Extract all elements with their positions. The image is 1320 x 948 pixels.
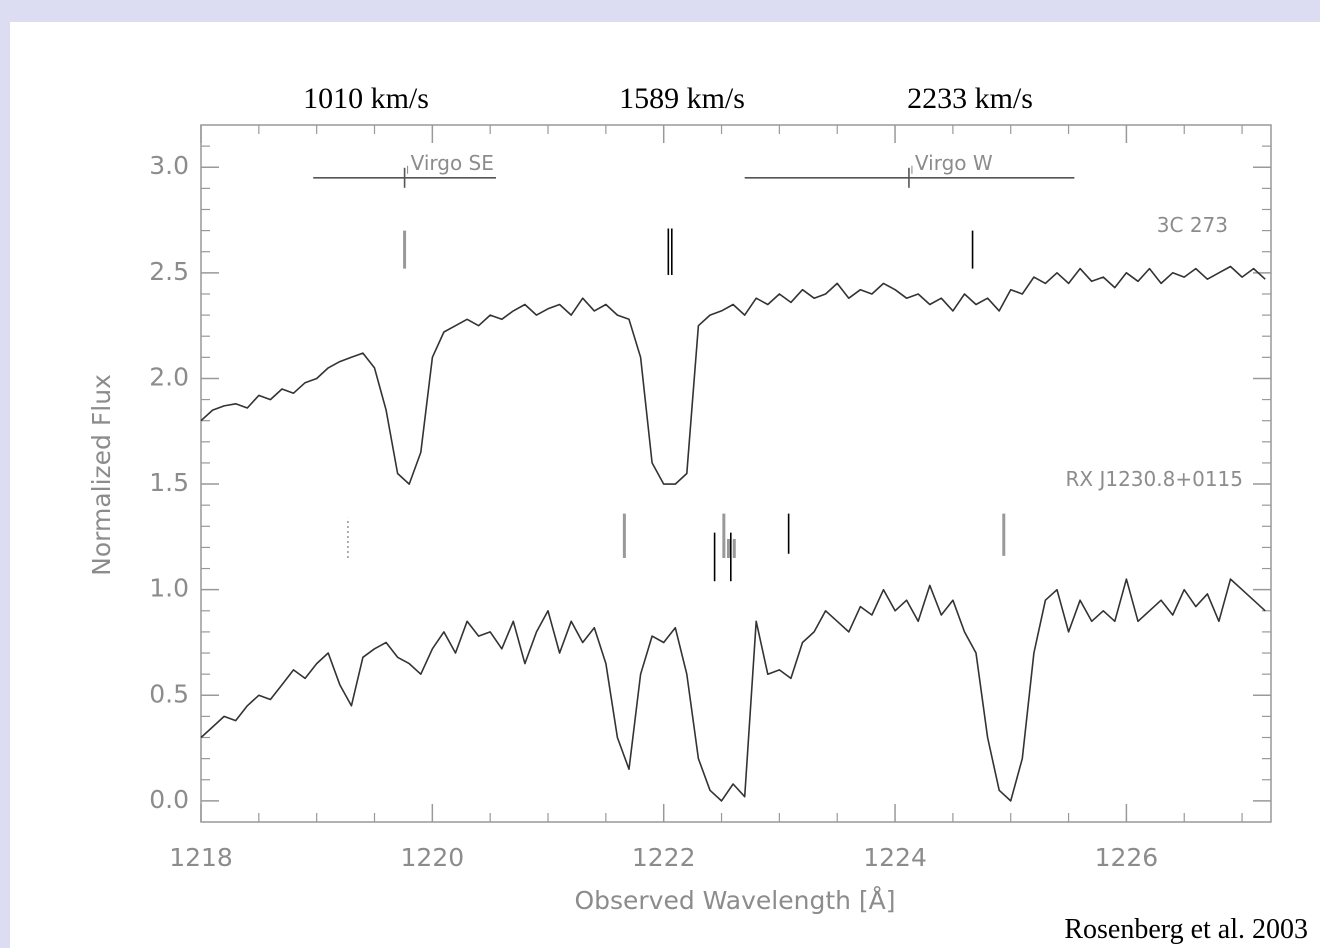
y-tick-label: 0.5 [149,679,189,708]
y-tick-label: 2.5 [149,257,189,286]
series-label: 3C 273 [1157,213,1228,237]
y-axis-label: Normalized Flux [87,374,116,576]
y-tick-label: 3.0 [149,151,189,180]
y-tick-label: 2.0 [149,362,189,391]
spectrum-line [200,578,1266,802]
plot-frame [200,124,1272,823]
range-label: Virgo W [915,151,993,175]
x-tick-label: 1226 [1095,843,1159,872]
credit: Rosenberg et al. 2003 [1064,914,1308,945]
velocity-label: 2233 km/s [907,82,1033,115]
y-tick-label: 1.0 [149,574,189,603]
slide-panel [10,22,1320,948]
x-tick-label: 1220 [401,843,465,872]
spectrum-line [200,265,1266,485]
x-tick-label: 1218 [169,843,233,872]
y-tick-label: 1.5 [149,468,189,497]
x-axis-label: Observed Wavelength [Å] [574,886,895,915]
velocity-label: 1010 km/s [303,82,429,115]
range-label: Virgo SE [411,151,494,175]
velocity-label: 1589 km/s [619,82,745,115]
series-label: RX J1230.8+0115 [1066,467,1244,491]
y-tick-label: 0.0 [149,785,189,814]
x-tick-label: 1222 [632,843,696,872]
x-tick-label: 1224 [863,843,927,872]
